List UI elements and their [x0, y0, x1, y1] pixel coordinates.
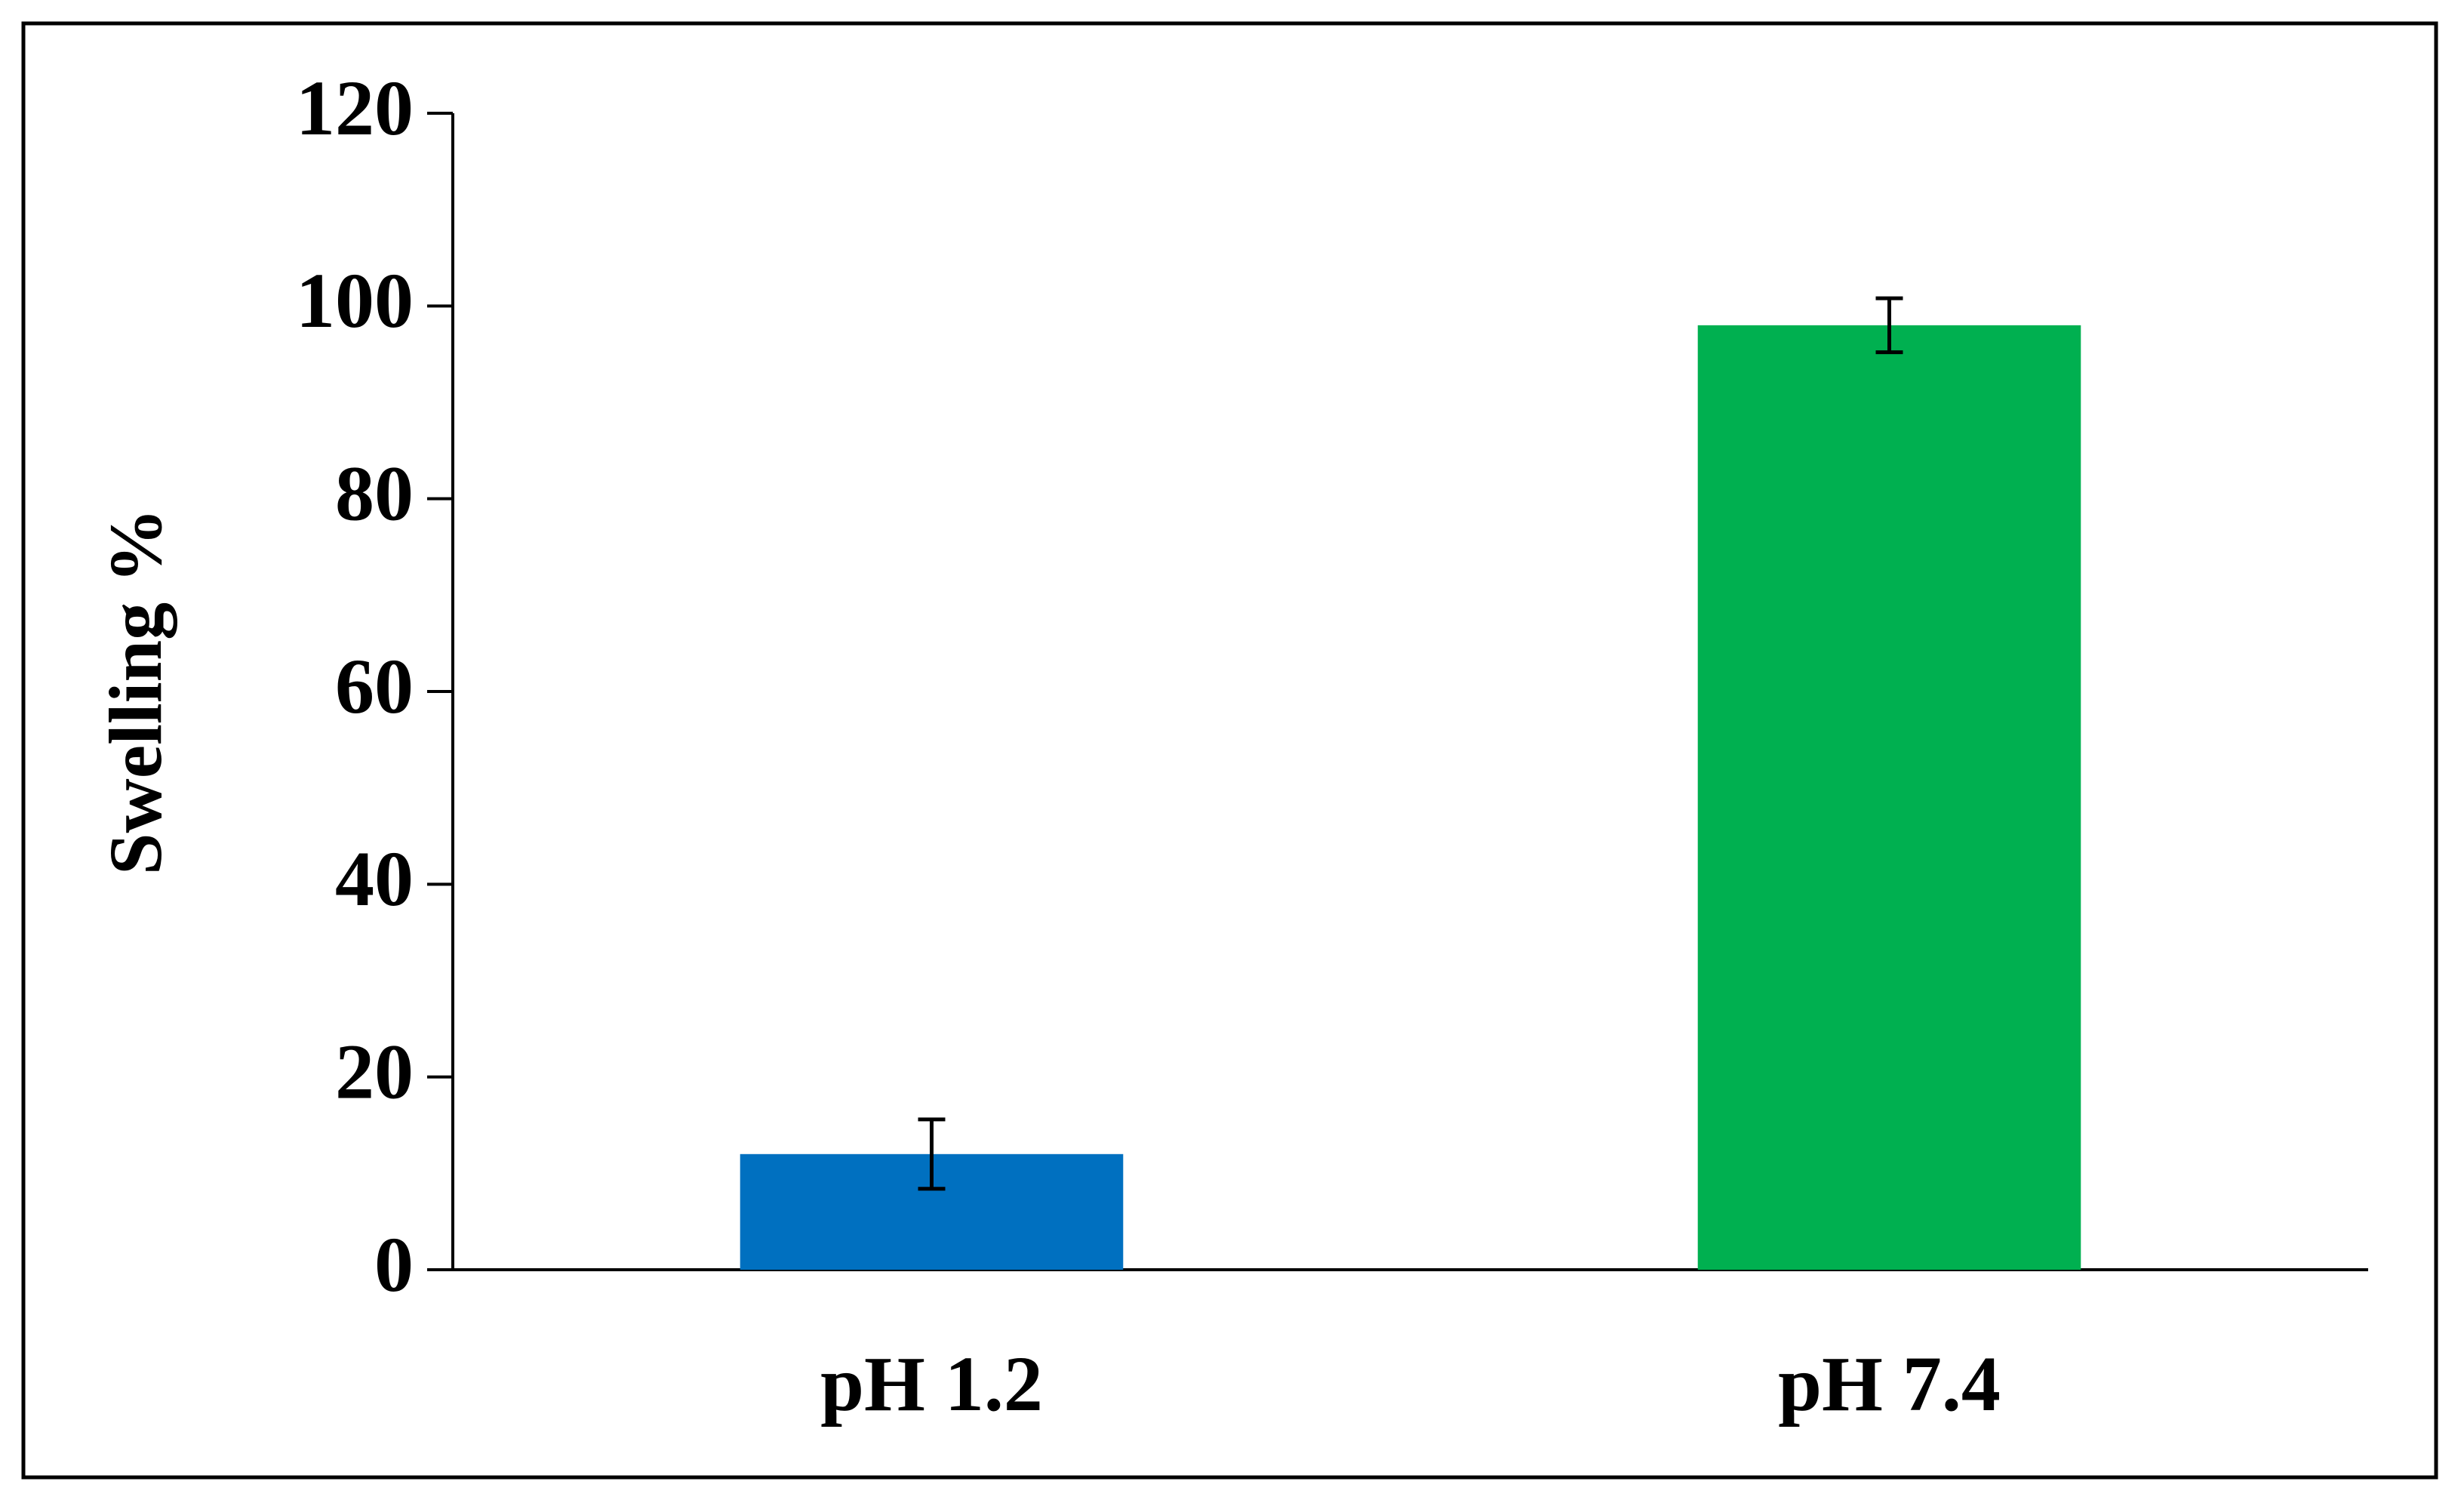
- y-tick-label: 120: [296, 65, 414, 152]
- x-tick-label: pH 1.2: [820, 1341, 1043, 1428]
- y-tick-label: 20: [335, 1029, 414, 1116]
- y-tick-label: 80: [335, 451, 414, 537]
- y-tick-label: 100: [296, 257, 414, 344]
- y-tick-label: 40: [335, 836, 414, 922]
- error-bar: [918, 1117, 946, 1191]
- bar: [1697, 325, 2081, 1270]
- x-tick-label: pH 7.4: [1778, 1341, 2001, 1428]
- y-tick-label: 0: [374, 1221, 414, 1308]
- y-axis-label: Swelling %: [94, 508, 177, 875]
- error-bar: [1875, 296, 1903, 355]
- y-tick-label: 60: [335, 643, 414, 730]
